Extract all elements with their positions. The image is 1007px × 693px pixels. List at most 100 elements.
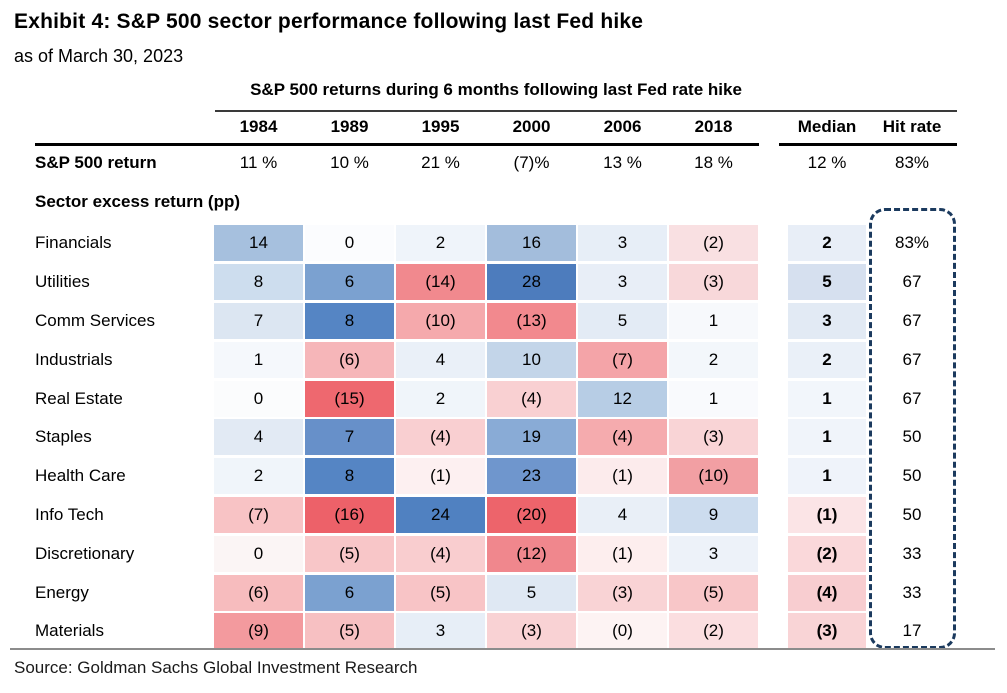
heat-cell: 8 bbox=[214, 264, 303, 301]
sector-label: Energy bbox=[35, 582, 89, 602]
sp500-value-2006: 13 % bbox=[603, 153, 642, 172]
sector-row: Financials 14 0 2 16 3 (2) 2 83% bbox=[35, 224, 957, 263]
heat-cell: (6) bbox=[305, 341, 394, 378]
sector-row: Info Tech (7) (16) 24 (20) 4 9 (1) 50 bbox=[35, 496, 957, 535]
heat-cell: (5) bbox=[669, 574, 758, 611]
hit-rate-highlight-box bbox=[869, 208, 956, 649]
heat-cell: 16 bbox=[487, 225, 576, 262]
sector-row: Real Estate 0 (15) 2 (4) 12 1 1 67 bbox=[35, 379, 957, 418]
sector-label: Health Care bbox=[35, 466, 126, 486]
heat-cell: 6 bbox=[305, 264, 394, 301]
heat-cell: 8 bbox=[305, 302, 394, 339]
heat-cell: 7 bbox=[214, 302, 303, 339]
hit-rate-cell: 33 bbox=[902, 543, 922, 563]
sector-row: Staples 4 7 (4) 19 (4) (3) 1 50 bbox=[35, 418, 957, 457]
heat-cell: (14) bbox=[396, 264, 485, 301]
hit-rate-cell: 17 bbox=[902, 621, 922, 641]
sector-row: Energy (6) 6 (5) 5 (3) (5) (4) 33 bbox=[35, 573, 957, 612]
median-cell: 2 bbox=[788, 341, 866, 378]
sp500-value-2018: 18 % bbox=[694, 153, 733, 172]
heat-cell: (5) bbox=[305, 535, 394, 572]
sector-label: Utilities bbox=[35, 272, 90, 292]
sp500-value-1989: 10 % bbox=[330, 153, 369, 172]
heat-cell: 0 bbox=[214, 380, 303, 417]
sector-row: Discretionary 0 (5) (4) (12) (1) 3 (2) 3… bbox=[35, 534, 957, 573]
hit-rate-cell: 50 bbox=[902, 466, 922, 486]
heat-cell: (15) bbox=[305, 380, 394, 417]
heat-cell: 7 bbox=[305, 419, 394, 456]
hit-rate-cell: 50 bbox=[902, 504, 922, 524]
heat-cell: (3) bbox=[669, 419, 758, 456]
median-cell: 3 bbox=[788, 302, 866, 339]
heat-cell: 0 bbox=[305, 225, 394, 262]
heat-cell: (4) bbox=[396, 419, 485, 456]
heat-cell: (5) bbox=[305, 613, 394, 650]
heat-cell: (10) bbox=[669, 458, 758, 495]
heat-cell: 2 bbox=[669, 341, 758, 378]
table-title: S&P 500 returns during 6 months followin… bbox=[250, 80, 742, 99]
sector-label: Staples bbox=[35, 427, 92, 447]
top-rule bbox=[215, 110, 957, 112]
heat-cell: (2) bbox=[669, 613, 758, 650]
header-rule-right bbox=[779, 143, 957, 146]
column-header-hit-rate: Hit rate bbox=[882, 117, 942, 136]
hit-rate-cell: 67 bbox=[902, 349, 922, 369]
sector-row: Industrials 1 (6) 4 10 (7) 2 2 67 bbox=[35, 340, 957, 379]
median-cell: 1 bbox=[788, 380, 866, 417]
median-cell: (1) bbox=[788, 496, 866, 533]
column-header-1995: 1995 bbox=[421, 117, 460, 136]
heat-cell: 4 bbox=[396, 341, 485, 378]
sector-row: Utilities 8 6 (14) 28 3 (3) 5 67 bbox=[35, 263, 957, 302]
heat-cell: (3) bbox=[669, 264, 758, 301]
column-header-2006: 2006 bbox=[603, 117, 642, 136]
median-cell: 1 bbox=[788, 458, 866, 495]
hit-rate-cell: 33 bbox=[902, 582, 922, 602]
hit-rate-cell: 67 bbox=[902, 272, 922, 292]
sector-row: Comm Services 7 8 (10) (13) 5 1 3 67 bbox=[35, 302, 957, 341]
heat-cell: (12) bbox=[487, 535, 576, 572]
sp500-value-2000: (7)% bbox=[513, 153, 550, 172]
heat-cell: 3 bbox=[669, 535, 758, 572]
median-cell: (4) bbox=[788, 574, 866, 611]
sp500-hit-rate-value: 83% bbox=[894, 153, 930, 172]
hit-rate-cell: 83% bbox=[894, 233, 930, 253]
heat-cell: 3 bbox=[578, 264, 667, 301]
column-header-1984: 1984 bbox=[239, 117, 278, 136]
sector-label: Info Tech bbox=[35, 504, 104, 524]
column-header-row: 1984 1989 1995 2000 2006 2018 Median Hit… bbox=[35, 113, 957, 141]
heat-cell: (7) bbox=[578, 341, 667, 378]
heat-cell: (1) bbox=[578, 458, 667, 495]
exhibit-subtitle: as of March 30, 2023 bbox=[14, 46, 184, 66]
heat-cell: (6) bbox=[214, 574, 303, 611]
sp500-return-label: S&P 500 return bbox=[35, 153, 157, 172]
heat-cell: (9) bbox=[214, 613, 303, 650]
column-header-median: Median bbox=[797, 117, 857, 136]
sector-label: Materials bbox=[35, 621, 104, 641]
sector-label: Comm Services bbox=[35, 310, 155, 330]
column-header-1989: 1989 bbox=[330, 117, 369, 136]
column-header-2018: 2018 bbox=[694, 117, 733, 136]
sp500-value-1984: 11 % bbox=[239, 153, 278, 172]
sp500-return-row: S&P 500 return 11 % 10 % 21 % (7)% 13 % … bbox=[35, 149, 957, 177]
heat-cell: (4) bbox=[487, 380, 576, 417]
heat-cell: 9 bbox=[669, 496, 758, 533]
heat-cell: (7) bbox=[214, 496, 303, 533]
column-header-2000: 2000 bbox=[512, 117, 551, 136]
exhibit-title: Exhibit 4: S&P 500 sector performance fo… bbox=[14, 10, 644, 33]
header-rule-left bbox=[35, 143, 759, 146]
hit-rate-cell: 50 bbox=[902, 427, 922, 447]
heat-cell: 2 bbox=[396, 225, 485, 262]
heat-cell: 6 bbox=[305, 574, 394, 611]
sector-rows: Financials 14 0 2 16 3 (2) 2 83% Utiliti… bbox=[35, 224, 957, 651]
heat-cell: (20) bbox=[487, 496, 576, 533]
sector-row: Materials (9) (5) 3 (3) (0) (2) (3) 17 bbox=[35, 612, 957, 651]
sp500-value-1995: 21 % bbox=[421, 153, 460, 172]
heat-cell: 2 bbox=[214, 458, 303, 495]
bottom-rule bbox=[10, 648, 995, 650]
heat-cell: (10) bbox=[396, 302, 485, 339]
heat-cell: (1) bbox=[578, 535, 667, 572]
heat-cell: 24 bbox=[396, 496, 485, 533]
heat-cell: (3) bbox=[578, 574, 667, 611]
median-cell: (3) bbox=[788, 613, 866, 650]
